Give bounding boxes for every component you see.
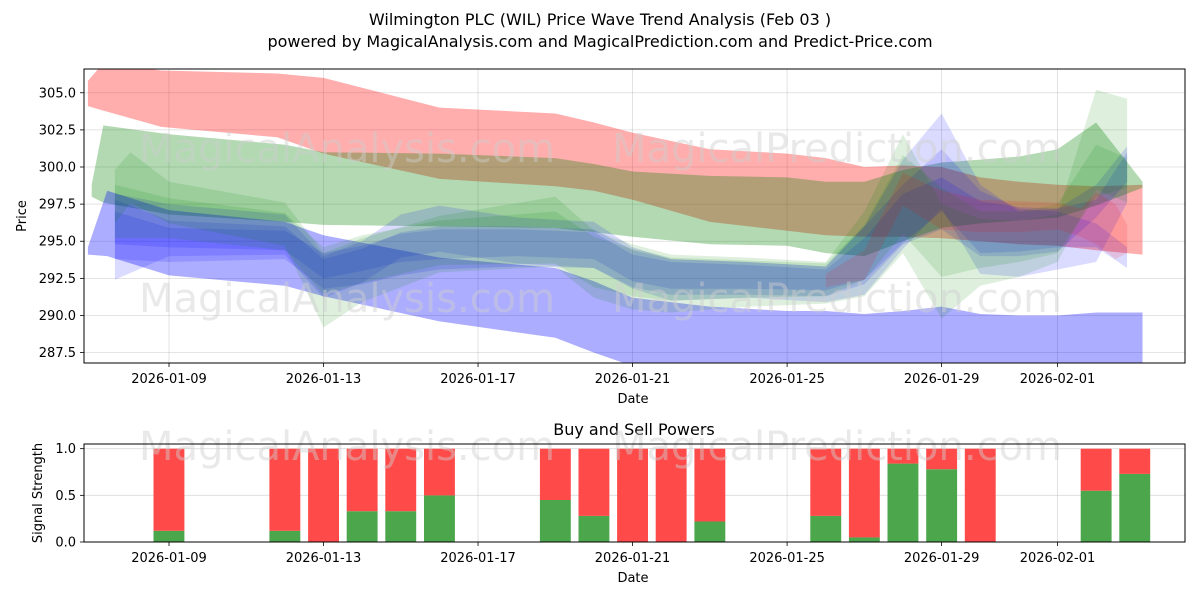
price-y-tick-label: 300.0 (39, 161, 76, 176)
buy-power-bar (848, 537, 880, 542)
buy-power-bar (153, 530, 185, 542)
price-x-tick-label: 2026-01-17 (440, 372, 516, 387)
band-wave-blue-1 (114, 113, 1128, 303)
price-grid (84, 69, 1185, 363)
sell-power-bar (926, 448, 958, 470)
band-middle-band (91, 122, 1143, 257)
buy-power-bar (926, 469, 958, 542)
buy-sell-x-tick-label: 2026-01-09 (131, 551, 207, 566)
buy-power-bar (539, 500, 571, 542)
sell-power-bar (308, 448, 339, 542)
watermark-analysis-bottom: MagicalAnalysis.com (139, 424, 555, 470)
price-y-tick-label: 297.5 (39, 198, 76, 213)
buy-power-bar (424, 495, 455, 542)
band-wave-red-1 (825, 172, 1128, 288)
price-bands (87, 69, 1143, 363)
sell-power-bar (269, 448, 301, 531)
buy-power-bar (385, 511, 417, 542)
buy-sell-title: Buy and Sell Powers (553, 420, 715, 439)
price-y-axis-label: Price (15, 200, 30, 232)
main-chart-subtitle: powered by MagicalAnalysis.com and Magic… (267, 32, 932, 51)
sell-power-bar (617, 448, 648, 542)
buy-power-bar (810, 515, 842, 542)
price-x-axis-label: Date (617, 392, 648, 407)
sell-power-bar (810, 448, 842, 516)
watermark-prediction-bottom: MagicalPrediction.com (612, 424, 1062, 470)
band-wave-green-1 (114, 89, 1128, 328)
buy-sell-x-tick-label: 2026-01-17 (440, 551, 516, 566)
price-y-tick-label: 292.5 (39, 272, 76, 287)
band-wave-blue-3 (114, 146, 1128, 297)
price-y-tick-label: 287.5 (39, 346, 76, 361)
price-y-tick-label: 302.5 (39, 123, 76, 138)
watermark-prediction-top: MagicalPrediction.com (612, 126, 1062, 172)
price-x-tick-label: 2026-02-01 (1020, 372, 1096, 387)
sell-power-bar (655, 448, 687, 542)
buy-power-bar (1080, 490, 1112, 542)
sell-power-bar (346, 448, 378, 512)
sell-power-bar (964, 448, 996, 542)
price-wave-plot: MagicalAnalysis.com MagicalPrediction.co… (15, 68, 1186, 407)
watermark-analysis-top: MagicalAnalysis.com (139, 126, 555, 172)
buy-power-bar (269, 530, 301, 542)
band-lower-band (87, 190, 1143, 363)
buy-sell-y-axis-label: Signal Strength (31, 443, 46, 543)
buy-power-bar (887, 463, 919, 542)
buy-sell-x-tick-label: 2026-01-13 (286, 551, 362, 566)
buy-sell-bars (153, 448, 1151, 542)
price-x-tick-label: 2026-01-29 (904, 372, 980, 387)
band-wave-green-2 (114, 144, 1128, 301)
buy-power-bar (346, 511, 378, 542)
buy-sell-plot: Buy and Sell Powers MagicalAnalysis.com … (31, 420, 1186, 586)
price-x-tick-label: 2026-01-25 (749, 372, 825, 387)
price-x-tick-label: 2026-01-13 (286, 372, 362, 387)
sell-power-bar (578, 448, 610, 516)
buy-sell-x-tick-label: 2026-01-21 (595, 551, 671, 566)
sell-power-bar (153, 448, 185, 531)
buy-power-bar (1119, 473, 1151, 542)
main-chart-title: Wilmington PLC (WIL) Price Wave Trend An… (369, 10, 831, 29)
sell-power-bar (424, 448, 455, 496)
price-axes: 2026-01-09 2026-01-13 2026-01-17 2026-01-21… (39, 86, 1096, 387)
buy-sell-y-tick-label: 1.0 (55, 442, 76, 457)
price-plot-frame (83, 68, 1186, 364)
sell-power-bar (539, 448, 571, 500)
watermark-analysis-mid: MagicalAnalysis.com (139, 276, 555, 322)
sell-power-bar (848, 448, 880, 538)
watermark-prediction-mid: MagicalPrediction.com (612, 276, 1062, 322)
price-y-tick-label: 290.0 (39, 309, 76, 324)
buy-sell-x-tick-label: 2026-01-29 (904, 551, 980, 566)
price-x-tick-label: 2026-01-09 (131, 372, 207, 387)
sell-power-bar (1119, 448, 1151, 474)
sell-power-bar (385, 448, 417, 512)
sell-power-bar (887, 448, 919, 464)
buy-sell-axes: 2026-01-09 2026-01-13 2026-01-17 2026-01-21… (55, 442, 1095, 566)
band-wave-blue-2 (114, 149, 1128, 291)
buy-power-bar (694, 521, 726, 542)
buy-sell-x-tick-label: 2026-02-01 (1020, 551, 1096, 566)
sell-power-bar (1080, 448, 1112, 491)
price-x-tick-label: 2026-01-21 (595, 372, 671, 387)
buy-power-bar (578, 515, 610, 542)
buy-sell-x-tick-label: 2026-01-25 (749, 551, 825, 566)
price-y-tick-label: 305.0 (39, 86, 76, 101)
buy-sell-y-tick-label: 0.5 (55, 489, 76, 504)
band-upper-band (87, 69, 1143, 255)
price-y-tick-label: 295.0 (39, 235, 76, 250)
buy-sell-x-axis-label: Date (617, 571, 648, 586)
buy-sell-y-tick-label: 0.0 (55, 536, 76, 551)
buy-sell-plot-frame (83, 443, 1186, 543)
sell-power-bar (694, 448, 726, 522)
